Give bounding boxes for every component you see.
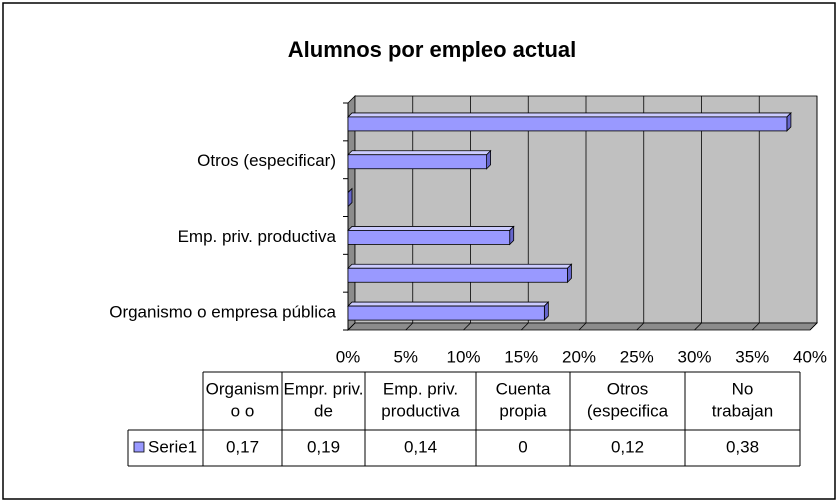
bar [347,305,545,321]
value-label: 0,19 [307,437,340,456]
grid-line-floor [405,322,414,331]
grid-line-floor [694,322,702,331]
x-tick-label: 5% [393,347,418,366]
x-tick-label: 40% [793,347,827,366]
x-tick-label: 35% [735,347,769,366]
y-tick-label: Emp. priv. productiva [178,227,337,246]
table-header: propia [499,401,547,420]
x-tick-label: 15% [504,347,538,366]
table-header: trabajan [712,401,773,420]
table-header: o o [231,401,255,420]
grid-line-floor [751,322,760,331]
value-label: 0,17 [226,437,259,456]
x-tick-label: 20% [562,347,596,366]
chart-title: Alumnos por empleo actual [288,37,577,62]
legend-label: Serie1 [148,437,197,456]
bar-top [347,263,573,269]
bar-top [347,301,550,307]
table-header: Empr. priv. [284,379,364,398]
table-header: (especifica [587,401,669,420]
bar [347,154,488,170]
x-tick-label: 0% [336,347,361,366]
table-header: Otros [607,379,649,398]
value-label: 0,38 [726,437,759,456]
grid-line-floor [578,322,587,331]
legend-key [133,441,145,453]
y-tick-label: Otros (especificar) [197,151,336,170]
value-label: 0,12 [611,437,644,456]
bar [347,116,788,132]
table-header: Cuenta [496,379,551,398]
bar-end [347,187,353,208]
table-header: Emp. priv. [383,379,458,398]
bar [347,267,568,283]
grid-line-floor [347,322,356,331]
table-header: Organism [206,379,280,398]
bar-top [347,112,792,118]
table-header: No [732,379,754,398]
grid-line-floor [809,322,818,331]
grid-line-floor [520,322,529,331]
table-header: de [314,401,333,420]
x-tick-label: 10% [446,347,480,366]
grid-line-floor [463,322,471,331]
x-tick-label: 25% [620,347,654,366]
value-label: 0 [518,437,527,456]
y-tick-label: Organismo o empresa pública [109,303,336,322]
value-label: 0,14 [404,437,437,456]
bar [347,230,511,245]
grid-line-floor [636,322,645,331]
bar-top [347,226,515,231]
bar-top [347,150,492,156]
table-header: productiva [381,401,460,420]
x-tick-label: 30% [677,347,711,366]
